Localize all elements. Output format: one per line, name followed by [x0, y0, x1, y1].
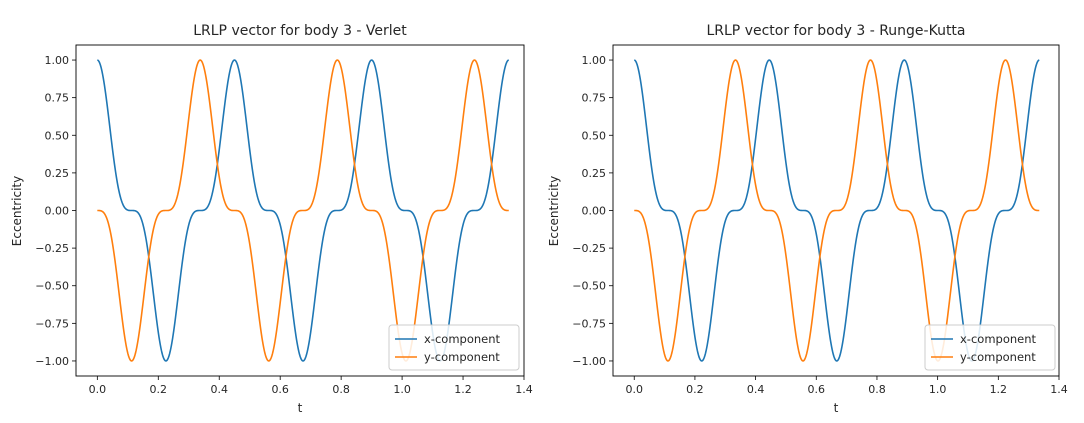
- chart-title: LRLP vector for body 3 - Verlet: [193, 23, 407, 39]
- x-tick-label: 1.4: [515, 383, 533, 396]
- chart-verlet: LRLP vector for body 3 - Verlet 0.0 0.2 0.…: [10, 23, 533, 415]
- legend-label-x-component: x-component: [424, 332, 501, 346]
- x-axis: 0.0 0.2 0.4 0.6 0.8 1.0 1.2 1.4: [625, 376, 1068, 396]
- y-axis: 1.00 0.75 0.50 0.25 0.00 −0.25 −0.50 −0.75 −1.00: [572, 54, 613, 368]
- y-tick-label: 0.00: [45, 205, 70, 218]
- y-tick-label: 1.00: [582, 54, 607, 67]
- y-tick-label: −0.75: [572, 317, 606, 330]
- y-tick-label: 0.75: [45, 92, 70, 105]
- x-tick-label: 1.0: [393, 383, 411, 396]
- chart-title: LRLP vector for body 3 - Runge-Kutta: [706, 23, 965, 39]
- y-tick-label: 0.50: [582, 129, 607, 142]
- x-tick-label: 0.4: [210, 383, 228, 396]
- x-tick-label: 0.0: [89, 383, 107, 396]
- y-axis-label: Eccentricity: [547, 176, 561, 246]
- x-tick-label: 0.6: [808, 383, 826, 396]
- x-tick-label: 0.2: [686, 383, 704, 396]
- legend-label-x-component: x-component: [960, 332, 1037, 346]
- x-tick-label: 0.8: [332, 383, 350, 396]
- y-tick-label: −0.50: [572, 280, 606, 293]
- legend-frame: [388, 324, 520, 371]
- legend-frame: [924, 324, 1056, 371]
- chart-runge-kutta: LRLP vector for body 3 - Runge-Kutta 0.0…: [547, 23, 1068, 415]
- y-tick-label: 1.00: [45, 54, 70, 67]
- plot-series: [97, 59, 509, 362]
- x-tick-label: 0.4: [747, 383, 765, 396]
- y-tick-label: −0.25: [35, 242, 69, 255]
- y-tick-label: 0.50: [45, 129, 70, 142]
- x-tick-label: 0.6: [271, 383, 289, 396]
- legend: x-component y-component: [924, 324, 1056, 371]
- x-tick-label: 0.0: [625, 383, 643, 396]
- legend-label-y-component: y-component: [960, 350, 1036, 364]
- x-tick-label: 1.2: [990, 383, 1008, 396]
- x-axis: 0.0 0.2 0.4 0.6 0.8 1.0 1.2 1.4: [89, 376, 533, 396]
- x-axis-label: t: [298, 401, 303, 415]
- legend-label-y-component: y-component: [424, 350, 500, 364]
- y-tick-label: −0.25: [572, 242, 606, 255]
- y-tick-label: 0.25: [582, 167, 607, 180]
- series-line-y-component: [97, 59, 509, 362]
- y-axis: 1.00 0.75 0.50 0.25 0.00 −0.25 −0.50 −0.75 −1.00: [35, 54, 76, 368]
- y-tick-label: −0.75: [35, 317, 69, 330]
- x-tick-label: 1.2: [454, 383, 472, 396]
- y-tick-label: −0.50: [35, 280, 69, 293]
- y-tick-label: −1.00: [572, 355, 606, 368]
- x-tick-label: 1.4: [1050, 383, 1068, 396]
- y-tick-label: 0.75: [582, 92, 607, 105]
- series-line-y-component: [634, 59, 1040, 362]
- x-tick-label: 1.0: [929, 383, 947, 396]
- y-tick-label: 0.25: [45, 167, 70, 180]
- x-axis-label: t: [834, 401, 839, 415]
- y-tick-label: −1.00: [35, 355, 69, 368]
- y-axis-label: Eccentricity: [10, 176, 24, 246]
- legend: x-component y-component: [388, 324, 520, 371]
- y-tick-label: 0.00: [582, 205, 607, 218]
- x-tick-label: 0.8: [868, 383, 886, 396]
- plot-series: [634, 59, 1040, 362]
- x-tick-label: 0.2: [150, 383, 168, 396]
